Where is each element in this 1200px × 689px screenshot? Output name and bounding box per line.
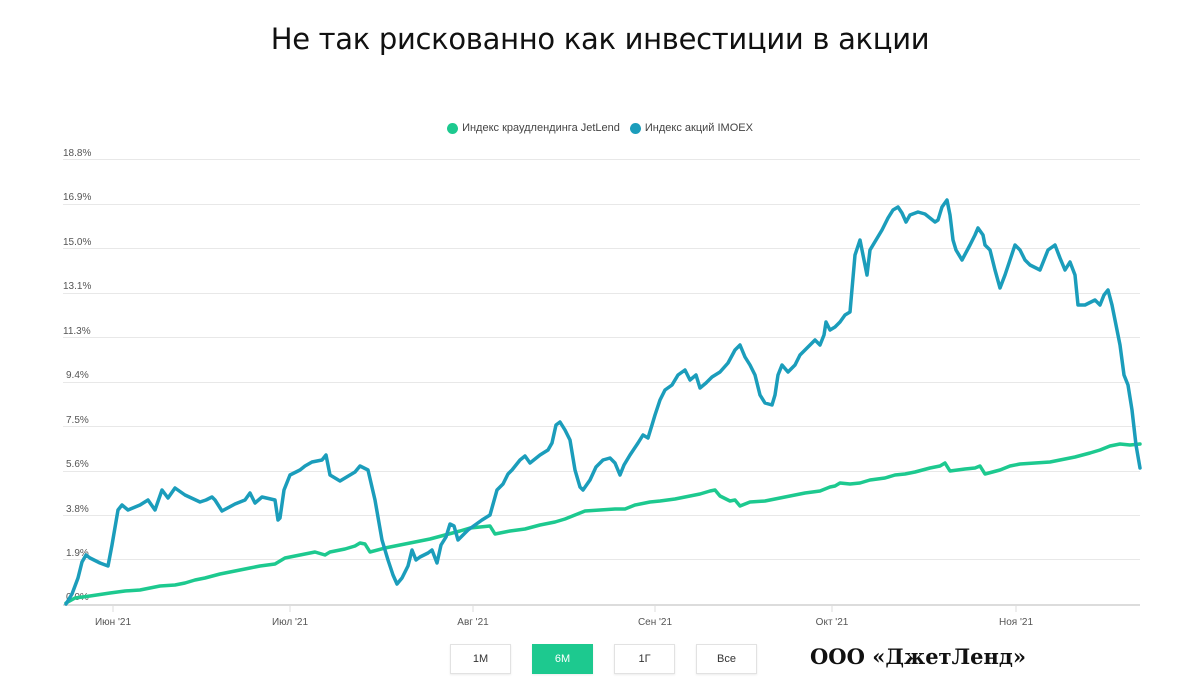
legend-dot-imoex-icon	[629, 122, 641, 134]
chart-legend: Индекс краудлендинга JetLend Индекс акци…	[0, 122, 1200, 134]
y-tick-label: 11.3%	[63, 326, 91, 337]
company-watermark: ООО «ДжетЛенд»	[810, 644, 1026, 669]
legend-label-imoex: Индекс акций IMOEX	[644, 122, 753, 134]
grid-lines	[63, 159, 1140, 560]
range-button-6m[interactable]: 6М	[532, 644, 593, 674]
y-tick-label: 15.0%	[63, 237, 92, 248]
chart-title: Не так рискованно как инвестиции в акции	[270, 22, 930, 56]
x-tick-label: Окт '21	[815, 617, 849, 628]
y-tick-label: 16.9%	[63, 192, 92, 203]
legend-dot-jetlend-icon	[447, 122, 459, 134]
y-tick-label: 1.9%	[66, 548, 89, 559]
y-tick-label: 5.6%	[66, 459, 89, 470]
y-tick-label: 7.5%	[66, 415, 89, 426]
legend-item-jetlend[interactable]: Индекс краудлендинга JetLend	[447, 122, 620, 134]
range-button-all[interactable]: Все	[696, 644, 757, 674]
x-axis-ticks	[112, 605, 1017, 612]
y-tick-label: 13.1%	[63, 281, 92, 292]
x-tick-label: Июн '21	[94, 617, 132, 628]
x-tick-label: Июл '21	[271, 617, 309, 628]
legend-label-jetlend: Индекс краудлендинга JetLend	[462, 122, 620, 134]
x-tick-label: Ноя '21	[998, 617, 1034, 628]
range-button-1y[interactable]: 1Г	[614, 644, 675, 674]
y-tick-label: 3.8%	[66, 504, 89, 515]
range-button-1m[interactable]: 1М	[450, 644, 511, 674]
y-tick-label: 9.4%	[66, 370, 89, 381]
x-tick-label: Авг '21	[457, 617, 489, 628]
range-selector: 1М 6М 1Г Все	[450, 644, 757, 674]
y-tick-label: 18.8%	[63, 148, 92, 159]
x-tick-label: Сен '21	[637, 617, 673, 628]
legend-item-imoex[interactable]: Индекс акций IMOEX	[629, 122, 753, 134]
series-imoex-line	[64, 198, 1142, 606]
series-jetlend-line	[64, 442, 1142, 605]
